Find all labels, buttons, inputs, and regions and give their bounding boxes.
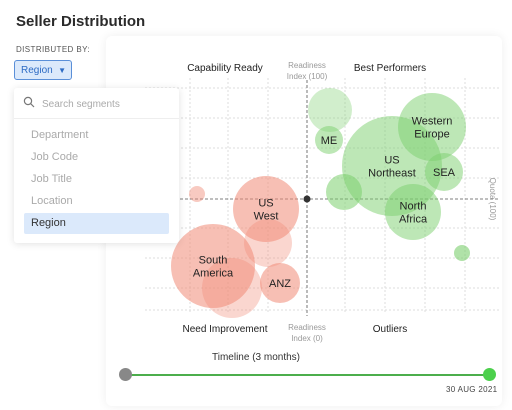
bubble-north-africa[interactable] (385, 184, 441, 240)
segment-search-input[interactable] (40, 95, 172, 113)
distributed-by-label: DISTRIBUTED BY: (16, 45, 91, 54)
bubble-label-western-europe: Europe (414, 129, 449, 141)
caret-down-icon: ▼ (58, 66, 66, 75)
dropdown-option-job-title[interactable]: Job Title (31, 173, 72, 185)
bubble-label-us-west: US (258, 198, 273, 210)
x-axis-bottom-label-line1: Readiness (288, 323, 326, 332)
quadrant-top-left-label: Capability Ready (187, 63, 263, 74)
dropdown-option-location[interactable]: Location (31, 195, 73, 207)
distribution-select-value: Region (21, 64, 53, 76)
quadrant-top-right-label: Best Performers (354, 63, 426, 74)
bubble-label-us-northeast: US (384, 155, 399, 167)
bubble-label-sea: SEA (433, 167, 456, 179)
bubble-label-north-africa: North (400, 201, 427, 213)
x-axis-top-label-line2: Index (100) (287, 72, 328, 81)
bubble-label-western-europe: Western (412, 116, 453, 128)
distribution-select[interactable]: Region ▼ (14, 60, 72, 80)
timeline-end-handle[interactable] (483, 368, 496, 381)
bubble-us-west[interactable] (233, 176, 299, 242)
segment-search (14, 88, 179, 119)
bubble-label-us-west: West (254, 211, 279, 223)
bubble-label-south-america: South (199, 255, 228, 267)
quadrant-bottom-left-label: Need Improvement (182, 324, 267, 335)
page-title: Seller Distribution (16, 13, 146, 30)
segment-dropdown: Department Job Code Job Title Location R… (14, 88, 179, 243)
x-axis-bottom-label-line2: Index (0) (291, 334, 323, 343)
timeline-label: Timeline (3 months) (212, 352, 300, 363)
timeline-end-date: 30 AUG 2021 (446, 385, 498, 394)
x-axis-top-label-line1: Readiness (288, 61, 326, 70)
dropdown-option-department[interactable]: Department (31, 129, 89, 141)
bubble-unlabeled (308, 88, 352, 132)
bubble-anz[interactable] (260, 263, 300, 303)
timeline-track[interactable] (126, 374, 490, 376)
timeline-start-handle[interactable] (119, 368, 132, 381)
origin-point (303, 195, 311, 203)
dropdown-option-region[interactable]: Region (24, 213, 169, 234)
bubble-label-north-africa: Africa (399, 214, 428, 226)
bubble-label-us-northeast: Northeast (368, 168, 416, 180)
bubble-south-america[interactable] (171, 224, 255, 308)
bubble-label-me: ME (321, 135, 338, 147)
quadrant-bottom-right-label: Outliers (373, 324, 407, 335)
bubble-layer: WesternEuropeUSNortheastMESEANorthAfrica… (171, 88, 470, 318)
dropdown-option-job-code[interactable]: Job Code (31, 151, 79, 163)
bubble-sea[interactable] (425, 153, 463, 191)
search-icon (23, 96, 35, 108)
bubble-label-anz: ANZ (269, 278, 291, 290)
bubble-unlabeled (189, 186, 205, 202)
bubble-label-south-america: America (193, 268, 234, 280)
bubble-unlabeled (454, 245, 470, 261)
y-axis-label: Quota (100) (488, 178, 497, 221)
bubble-me[interactable] (315, 126, 343, 154)
